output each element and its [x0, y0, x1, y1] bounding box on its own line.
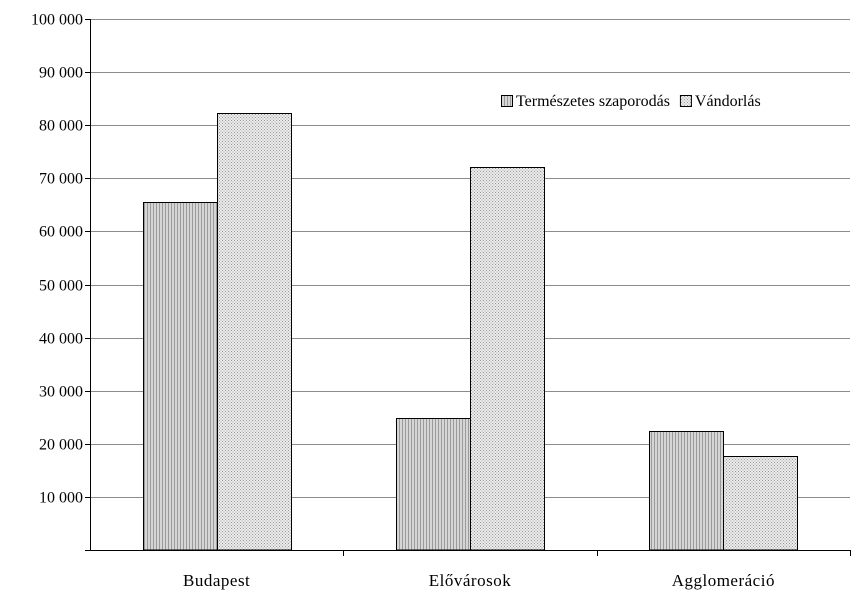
- legend-swatch: [679, 95, 692, 107]
- bar-vandorlas: [723, 456, 798, 551]
- bar-termeszetes-szaporodas: [143, 202, 218, 551]
- bar-vandorlas: [217, 113, 292, 551]
- y-tick-label: 100 000: [31, 12, 83, 29]
- y-tick-label: 50 000: [39, 278, 83, 295]
- y-tick-label: 60 000: [39, 224, 83, 241]
- legend: Természetes szaporodás Vándorlás: [501, 93, 761, 110]
- y-tick-label: 10 000: [39, 490, 83, 507]
- x-tick-label: Budapest: [183, 571, 250, 590]
- legend-label: Természetes szaporodás: [516, 93, 670, 110]
- bar-termeszetes-szaporodas: [396, 418, 471, 551]
- legend-label: Vándorlás: [695, 93, 761, 110]
- axis-labels: 10 000 20 000 30 000 40 000 50 000 60 000 70 0…: [31, 12, 775, 591]
- y-tick-label: 90 000: [39, 65, 83, 82]
- y-tick-label: 40 000: [39, 331, 83, 348]
- x-tick-label: Agglomeráció: [672, 571, 775, 590]
- x-tick-label: Elővárosok: [429, 571, 511, 590]
- y-tick-label: 80 000: [39, 118, 83, 135]
- y-tick-label: 70 000: [39, 171, 83, 188]
- y-tick-label: 30 000: [39, 384, 83, 401]
- bar-vandorlas: [470, 167, 545, 551]
- legend-swatch: [501, 95, 513, 107]
- axes: [85, 19, 851, 556]
- y-tick-label: 20 000: [39, 437, 83, 454]
- bar-termeszetes-szaporodas: [649, 431, 724, 551]
